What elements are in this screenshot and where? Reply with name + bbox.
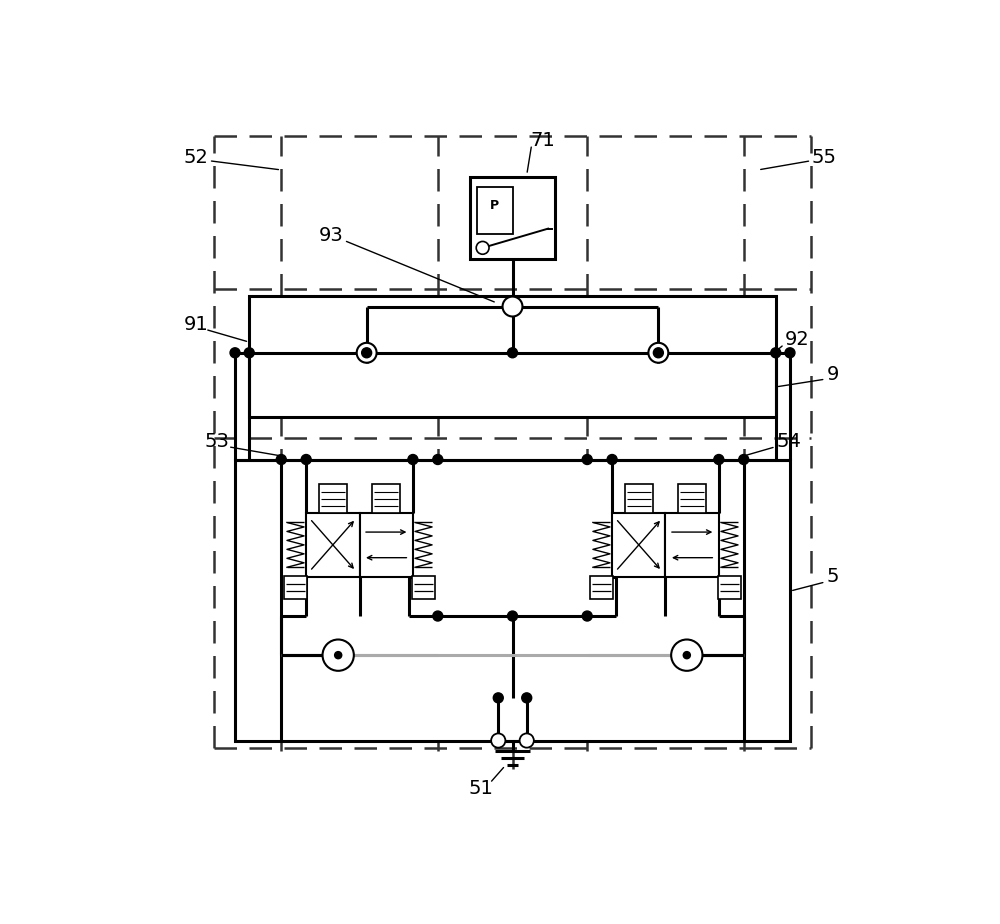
Text: 52: 52	[183, 148, 208, 166]
Bar	[360, 513, 413, 577]
Text: 53: 53	[205, 432, 230, 451]
Circle shape	[522, 693, 532, 703]
Circle shape	[785, 347, 795, 358]
Circle shape	[357, 343, 377, 363]
Circle shape	[671, 639, 702, 671]
Bar	[612, 513, 665, 577]
Circle shape	[276, 455, 286, 465]
Circle shape	[433, 455, 443, 465]
Bar	[477, 188, 512, 234]
Circle shape	[335, 651, 342, 659]
Circle shape	[653, 347, 663, 358]
Circle shape	[408, 455, 418, 465]
Text: 92: 92	[785, 331, 809, 349]
Bar	[665, 513, 719, 577]
Circle shape	[508, 347, 517, 358]
Circle shape	[362, 347, 372, 358]
Text: 54: 54	[776, 432, 801, 451]
Circle shape	[582, 611, 592, 621]
Circle shape	[714, 455, 724, 465]
Circle shape	[508, 611, 517, 621]
Bar	[319, 484, 347, 513]
Circle shape	[323, 639, 354, 671]
Text: 55: 55	[812, 148, 837, 166]
Circle shape	[683, 651, 690, 659]
Circle shape	[230, 347, 240, 358]
Text: 93: 93	[319, 225, 343, 245]
Circle shape	[493, 693, 503, 703]
Bar	[412, 577, 435, 599]
Circle shape	[648, 343, 668, 363]
Bar	[306, 513, 360, 577]
Text: 91: 91	[184, 315, 208, 334]
Circle shape	[491, 734, 505, 748]
Circle shape	[503, 297, 522, 317]
Circle shape	[582, 455, 592, 465]
Bar	[718, 577, 741, 599]
Text: P: P	[490, 200, 499, 213]
Text: 51: 51	[468, 779, 493, 797]
Bar	[678, 484, 706, 513]
Bar	[625, 484, 653, 513]
Circle shape	[476, 241, 489, 254]
Circle shape	[433, 611, 443, 621]
Circle shape	[520, 734, 534, 748]
Bar	[284, 577, 307, 599]
Text: 5: 5	[826, 567, 839, 587]
Circle shape	[301, 455, 311, 465]
Bar	[590, 577, 613, 599]
Circle shape	[244, 347, 254, 358]
Text: 71: 71	[531, 131, 555, 151]
Circle shape	[739, 455, 749, 465]
Text: 9: 9	[826, 365, 839, 383]
Bar	[235, 459, 790, 740]
Circle shape	[771, 347, 781, 358]
Bar	[249, 296, 776, 417]
Bar	[372, 484, 400, 513]
Bar	[470, 176, 555, 259]
Circle shape	[607, 455, 617, 465]
